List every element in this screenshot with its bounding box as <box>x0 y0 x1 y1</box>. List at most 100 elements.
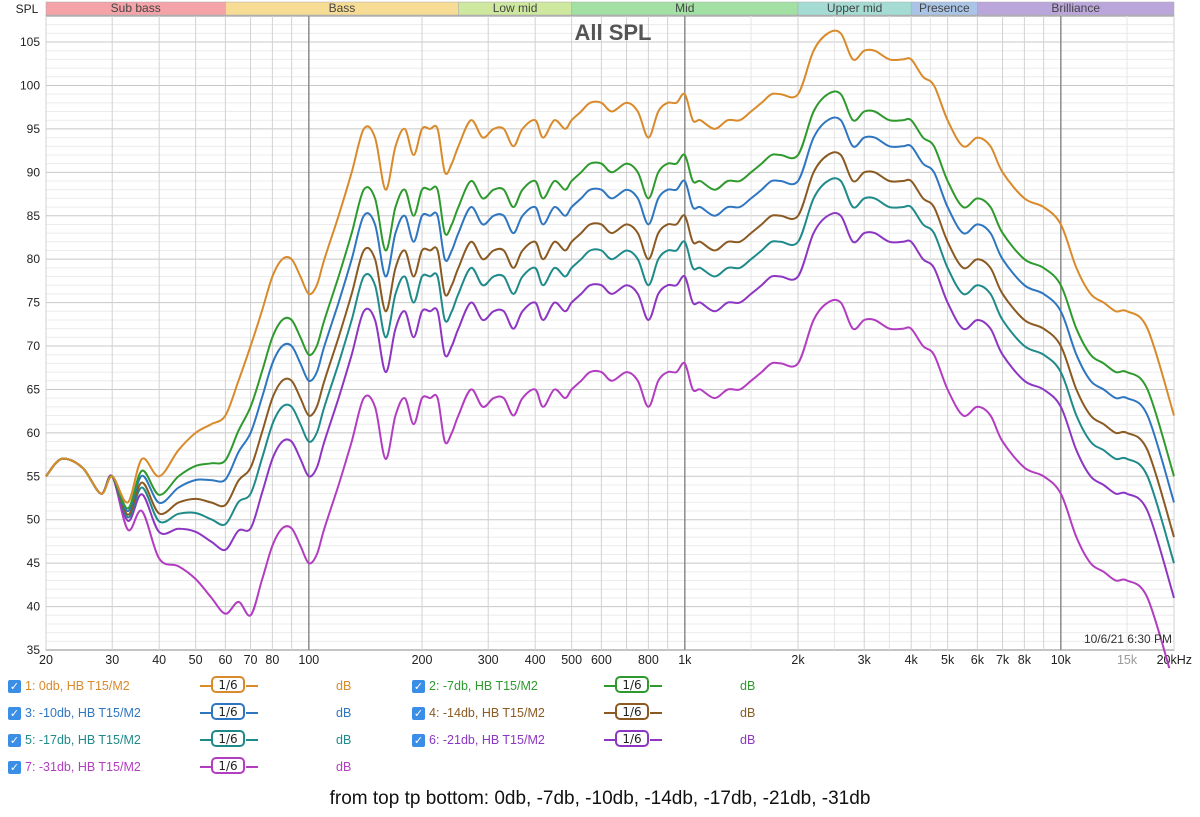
y-tick-label: 45 <box>27 556 41 570</box>
y-tick-label: 35 <box>27 643 41 657</box>
smoothing-value: 1/6 <box>615 676 649 693</box>
series-line <box>45 212 1175 599</box>
x-tick-label: 20 <box>39 653 53 667</box>
legend-item[interactable]: ✓ 4: -14db, HB T15/M2 1/6 dB <box>412 703 800 723</box>
x-tick-label: 600 <box>591 653 612 667</box>
x-tick-label: 20kHz <box>1157 653 1192 667</box>
x-tick-label: 15k <box>1117 653 1138 667</box>
smoothing-value: 1/6 <box>211 730 245 747</box>
band-label: Brilliance <box>1051 1 1100 15</box>
checkbox-icon[interactable]: ✓ <box>412 679 425 693</box>
x-tick-label: 60 <box>218 653 232 667</box>
checkbox-icon[interactable]: ✓ <box>412 706 425 720</box>
x-tick-label: 80 <box>265 653 279 667</box>
x-tick-label: 7k <box>996 653 1010 667</box>
series-line <box>45 177 1175 564</box>
x-tick-label: 3k <box>858 653 872 667</box>
x-tick-label: 50 <box>189 653 203 667</box>
legend-item[interactable]: ✓ 6: -21db, HB T15/M2 1/6 dB <box>412 730 800 750</box>
series-line <box>45 151 1175 538</box>
band-label: Upper mid <box>827 1 882 15</box>
x-tick-label: 30 <box>105 653 119 667</box>
smoothing-control[interactable]: 1/6 <box>604 703 662 723</box>
x-tick-label: 300 <box>478 653 499 667</box>
x-axis: 20 30 40 50 60 70 80 100 200 300 400 500 600 800 1k 2k 3… <box>39 653 1192 667</box>
spl-chart: Sub bass Bass Low mid Mid Upper mid Presence B… <box>16 1 1192 668</box>
checkbox-icon[interactable]: ✓ <box>8 706 21 720</box>
checkbox-icon[interactable]: ✓ <box>8 733 21 747</box>
legend-label: 6: -21db, HB T15/M2 <box>429 733 545 747</box>
legend-label: 1: 0db, HB T15/M2 <box>25 679 130 693</box>
x-tick-label: 70 <box>244 653 258 667</box>
x-tick-label: 4k <box>905 653 919 667</box>
legend-label: 5: -17db, HB T15/M2 <box>25 733 141 747</box>
x-tick-label: 200 <box>412 653 433 667</box>
legend-item[interactable]: ✓ 5: -17db, HB T15/M2 1/6 dB <box>8 730 396 750</box>
legend-unit: dB <box>336 760 352 774</box>
y-axis: 35 40 45 50 55 60 65 70 75 80 85 90 95 100 105 <box>20 35 40 657</box>
frequency-bands: Sub bass Bass Low mid Mid Upper mid Presence B… <box>45 1 1175 16</box>
legend-unit: dB <box>740 679 756 693</box>
y-tick-label: 80 <box>27 252 41 266</box>
legend-label: 4: -14db, HB T15/M2 <box>429 706 545 720</box>
plot-area <box>45 15 1175 651</box>
checkbox-icon[interactable]: ✓ <box>412 733 425 747</box>
x-tick-label: 2k <box>791 653 805 667</box>
chart-title: All SPL <box>574 20 651 45</box>
band-label: Bass <box>329 1 356 15</box>
y-tick-label: 40 <box>27 600 41 614</box>
smoothing-control[interactable]: 1/6 <box>200 703 258 723</box>
y-tick-label: 90 <box>27 165 41 179</box>
legend: ✓ 1: 0db, HB T15/M2 1/6 dB ✓ 2: -7db, HB T15/… <box>0 672 1200 782</box>
smoothing-value: 1/6 <box>211 757 245 774</box>
legend-label: 2: -7db, HB T15/M2 <box>429 679 538 693</box>
legend-item[interactable]: ✓ 1: 0db, HB T15/M2 1/6 dB <box>8 676 396 696</box>
checkbox-icon[interactable]: ✓ <box>8 679 21 693</box>
x-tick-label: 500 <box>561 653 582 667</box>
x-tick-label: 10k <box>1051 653 1072 667</box>
smoothing-value: 1/6 <box>615 703 649 720</box>
x-tick-label: 8k <box>1018 653 1032 667</box>
y-tick-label: 50 <box>27 513 41 527</box>
smoothing-control[interactable]: 1/6 <box>604 676 662 696</box>
smoothing-control[interactable]: 1/6 <box>200 676 258 696</box>
legend-item[interactable]: ✓ 2: -7db, HB T15/M2 1/6 dB <box>412 676 800 696</box>
y-tick-label: 60 <box>27 426 41 440</box>
y-tick-label: 70 <box>27 339 41 353</box>
legend-label: 3: -10db, HB T15/M2 <box>25 706 141 720</box>
smoothing-value: 1/6 <box>211 676 245 693</box>
timestamp: 10/6/21 6:30 PM <box>1084 632 1172 646</box>
y-tick-label: 95 <box>27 122 41 136</box>
smoothing-value: 1/6 <box>211 703 245 720</box>
y-tick-label: 55 <box>27 469 41 483</box>
checkbox-icon[interactable]: ✓ <box>8 760 21 774</box>
legend-unit: dB <box>740 706 756 720</box>
band-label: Presence <box>919 1 970 15</box>
caption: from top tp bottom: 0db, -7db, -10db, -1… <box>329 788 871 809</box>
x-tick-label: 100 <box>298 653 319 667</box>
series-line <box>45 298 1171 668</box>
legend-unit: dB <box>740 733 756 747</box>
smoothing-value: 1/6 <box>615 730 649 747</box>
smoothing-control[interactable]: 1/6 <box>200 730 258 750</box>
x-tick-label: 400 <box>525 653 546 667</box>
x-tick-label: 40 <box>152 653 166 667</box>
spl-curves <box>45 29 1175 668</box>
legend-item[interactable]: ✓ 7: -31db, HB T15/M2 1/6 dB <box>8 757 396 777</box>
legend-unit: dB <box>336 679 352 693</box>
legend-item[interactable]: ✓ 3: -10db, HB T15/M2 1/6 dB <box>8 703 396 723</box>
smoothing-control[interactable]: 1/6 <box>604 730 662 750</box>
y-tick-label: 100 <box>20 78 40 92</box>
chart-grid <box>45 15 1175 651</box>
y-tick-label: 85 <box>27 209 41 223</box>
series-line <box>45 90 1175 510</box>
y-tick-label: 75 <box>27 296 41 310</box>
smoothing-control[interactable]: 1/6 <box>200 757 258 777</box>
legend-unit: dB <box>336 733 352 747</box>
legend-unit: dB <box>336 706 352 720</box>
y-axis-label: SPL <box>16 2 39 16</box>
band-label: Mid <box>675 1 694 15</box>
series-line <box>45 29 1175 504</box>
band-label: Sub bass <box>111 1 161 15</box>
y-tick-label: 105 <box>20 35 40 49</box>
